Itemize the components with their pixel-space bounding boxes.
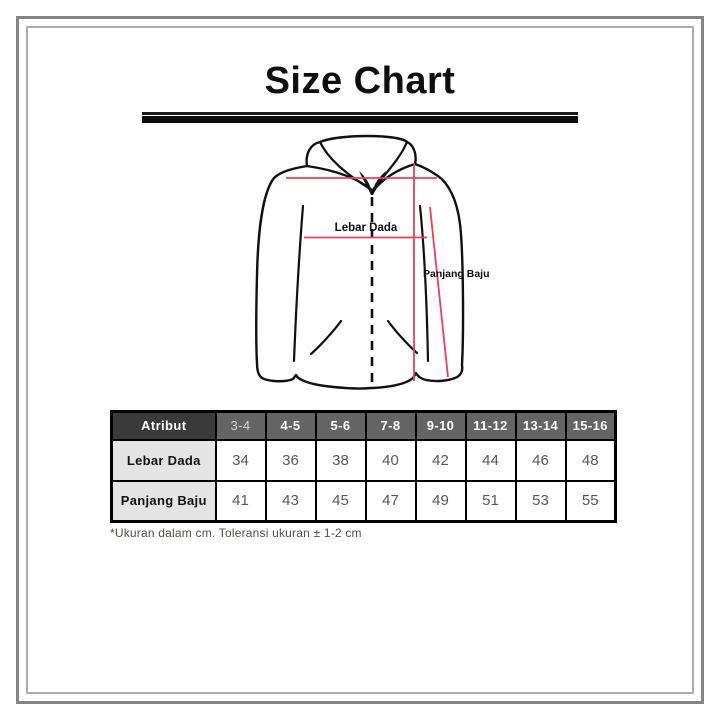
hoodie-diagram: Lebar Dada Panjang Baju [255, 134, 490, 390]
cell-value: 43 [264, 479, 317, 523]
header-cell-size-13-14: 13-14 [514, 410, 567, 441]
header-cell-size-4-5: 4-5 [264, 410, 317, 441]
right-sleeve-seam [418, 204, 430, 363]
cell-value: 48 [564, 438, 617, 482]
left-sleeve-seam [292, 204, 305, 363]
divider-thin-line [142, 112, 578, 115]
page-title: Size Chart [264, 60, 456, 102]
garment-length-label: Panjang Baju [423, 268, 490, 280]
cell-value: 51 [464, 479, 517, 523]
cell-value: 36 [264, 438, 317, 482]
header-cell-size-11-12: 11-12 [464, 410, 517, 441]
hoodie-body-outline [255, 162, 465, 390]
chest-width-label: Lebar Dada [335, 222, 398, 234]
header-cell-size-15-16: 15-16 [564, 410, 617, 441]
divider-thick-line [142, 116, 578, 123]
header-cell-size-3-4: 3-4 [214, 410, 267, 441]
header-cell-size-5-6: 5-6 [314, 410, 367, 441]
cell-value: 42 [414, 438, 467, 482]
cell-value: 34 [214, 438, 267, 482]
cell-value: 38 [314, 438, 367, 482]
header-cell-size-9-10: 9-10 [414, 410, 467, 441]
cell-value: 49 [414, 479, 467, 523]
title-divider [142, 112, 578, 123]
size-table-header-row: Atribut 3-4 4-5 5-6 7-8 9-10 11-12 13-14… [110, 410, 617, 441]
header-cell-size-7-8: 7-8 [364, 410, 417, 441]
cell-value: 45 [314, 479, 367, 523]
inner-frame-border [26, 26, 694, 694]
cell-value: 40 [364, 438, 417, 482]
cell-value: 41 [214, 479, 267, 523]
outer-frame-border [16, 16, 704, 704]
row-label-panjang-baju: Panjang Baju [110, 479, 217, 523]
table-row-lebar-dada: Lebar Dada 34 36 38 40 42 44 46 48 [110, 438, 617, 482]
header-cell-atribut: Atribut [110, 410, 217, 441]
row-label-lebar-dada: Lebar Dada [110, 438, 217, 482]
sleeve-length-measure-line [429, 206, 449, 378]
cell-value: 47 [364, 479, 417, 523]
cell-value: 55 [564, 479, 617, 523]
size-table: Atribut 3-4 4-5 5-6 7-8 9-10 11-12 13-14… [110, 410, 617, 523]
cell-value: 53 [514, 479, 567, 523]
table-row-panjang-baju: Panjang Baju 41 43 45 47 49 51 53 55 [110, 479, 617, 523]
cell-value: 44 [464, 438, 517, 482]
hood-collar-left-seam [318, 140, 374, 192]
cell-value: 46 [514, 438, 567, 482]
table-footnote: *Ukuran dalam cm. Toleransi ukuran ± 1-2… [110, 526, 362, 540]
left-pocket-curve [309, 319, 343, 356]
